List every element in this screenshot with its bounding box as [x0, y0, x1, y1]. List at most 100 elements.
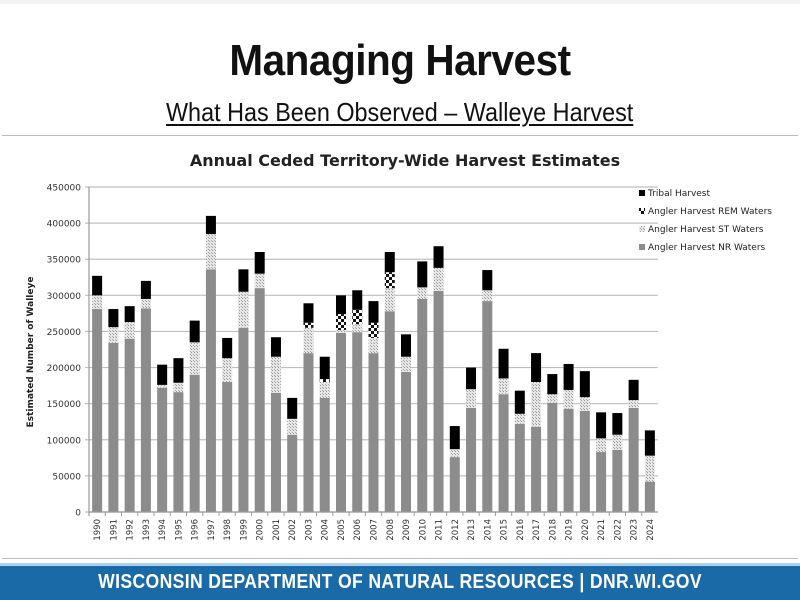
nr-waters-segment [466, 408, 477, 512]
x-tick-label: 2002 [288, 519, 298, 541]
tribal-harvest-segment [596, 412, 607, 439]
tribal-harvest-segment [254, 252, 265, 274]
tribal-harvest-segment [498, 348, 509, 379]
x-tick-label: 2004 [321, 519, 331, 541]
legend-nr-waters: Angler Harvest NR Waters [639, 243, 766, 253]
tribal-harvest-segment [108, 309, 119, 328]
y-tick-label: 400000 [47, 220, 82, 230]
y-tick-label: 0 [75, 509, 81, 519]
bar-1993 [140, 280, 151, 512]
y-tick-label: 350000 [47, 256, 82, 266]
x-tick-label: 1996 [191, 519, 201, 541]
nr-waters-segment [514, 423, 525, 512]
nr-waters-segment [612, 449, 623, 512]
tribal-harvest-segment [449, 426, 460, 450]
st-waters-segment [384, 288, 395, 312]
x-tick-label: 1998 [223, 519, 233, 541]
rem-waters-segment [384, 272, 395, 289]
y-tick-label: 200000 [47, 364, 82, 374]
x-tick-label: 1992 [126, 519, 136, 541]
legend-rem-waters: Angler Harvest REM Waters [639, 207, 772, 217]
tribal-harvest-segment [92, 275, 103, 296]
nr-waters-segment [498, 394, 509, 512]
st-waters-segment [612, 434, 623, 450]
x-tick-label: 2023 [630, 519, 640, 541]
bar-2012 [449, 426, 460, 512]
tribal-harvest-segment [319, 356, 330, 380]
x-tick-label: 2012 [451, 519, 461, 541]
nr-waters-segment [644, 481, 655, 512]
bar-2005 [335, 295, 346, 512]
bar-2003 [303, 303, 314, 512]
nr-waters-segment [238, 327, 249, 512]
tribal-harvest-segment [531, 353, 542, 382]
rem-waters-segment [335, 314, 346, 330]
bar-2007 [368, 301, 379, 512]
bar-1994 [157, 364, 168, 512]
st-waters-segment [270, 356, 281, 393]
bar-2008 [384, 252, 395, 512]
nr-waters-segment [319, 397, 330, 512]
x-tick-label: 1991 [109, 519, 119, 541]
bar-2004 [319, 356, 330, 512]
st-waters-segment [157, 384, 168, 388]
y-tick-label: 450000 [47, 184, 82, 194]
nr-waters-segment [335, 332, 346, 512]
st-waters-segment [254, 273, 265, 289]
tribal-harvest-segment [157, 364, 168, 385]
x-tick-label: 2008 [386, 519, 396, 541]
nr-waters-segment [449, 457, 460, 512]
nr-waters-segment [433, 291, 444, 512]
nr-waters-segment [108, 343, 119, 512]
nr-waters-segment [596, 452, 607, 512]
x-tick-label: 1990 [93, 519, 103, 541]
bar-2002 [287, 397, 298, 512]
y-axis-ticks: 0 50000 100000 150000 200000 250000 300000 3500… [47, 184, 82, 519]
tribal-harvest-segment [482, 270, 493, 291]
nr-waters-segment [368, 353, 379, 512]
st-waters-segment [287, 418, 298, 435]
legend-label: Angler Harvest ST Waters [648, 225, 764, 235]
x-axis-ticks: 1990 1991 1992 1993 1994 1995 1996 1997 1998 1999… [88, 511, 658, 541]
nr-waters-segment [173, 392, 184, 512]
st-waters-segment [108, 327, 119, 343]
legend-swatch [639, 208, 645, 214]
nr-waters-segment [254, 288, 265, 512]
nr-waters-segment [303, 353, 314, 512]
st-waters-segment [303, 327, 314, 354]
st-waters-segment [482, 290, 493, 302]
x-tick-label: 2010 [418, 519, 428, 541]
tribal-harvest-segment [189, 320, 200, 343]
slide-title: Managing Harvest [229, 36, 571, 85]
legend-label: Angler Harvest REM Waters [648, 207, 772, 217]
nr-waters-segment [124, 338, 135, 512]
x-tick-label: 2003 [304, 519, 314, 541]
st-waters-segment [238, 291, 249, 328]
tribal-harvest-segment [417, 261, 428, 288]
bar-1990 [92, 275, 103, 512]
tribal-harvest-segment [401, 334, 412, 357]
x-tick-label: 1994 [158, 519, 168, 541]
st-waters-segment [417, 287, 428, 299]
slide-subtitle-text: What Has Been Observed – Walleye Harvest [166, 97, 634, 127]
bar-1995 [173, 358, 184, 512]
st-waters-segment [368, 337, 379, 354]
nr-waters-segment [140, 308, 151, 512]
nr-waters-segment [401, 371, 412, 512]
tribal-harvest-segment [628, 379, 639, 401]
bar-2021 [596, 412, 607, 512]
bar-2015 [498, 348, 509, 512]
bar-2017 [531, 353, 542, 512]
bar-2018 [547, 374, 558, 512]
bar-2023 [628, 379, 639, 512]
bar-2014 [482, 270, 493, 512]
bar-2020 [579, 371, 590, 512]
bar-2001 [270, 337, 281, 512]
x-tick-label: 2007 [370, 519, 380, 541]
bar-2006 [352, 290, 363, 512]
st-waters-segment [335, 330, 346, 333]
st-waters-segment [140, 298, 151, 309]
legend-tribal-harvest: Tribal Harvest [639, 189, 711, 199]
tribal-harvest-segment [270, 337, 281, 357]
tribal-harvest-segment [238, 269, 249, 292]
